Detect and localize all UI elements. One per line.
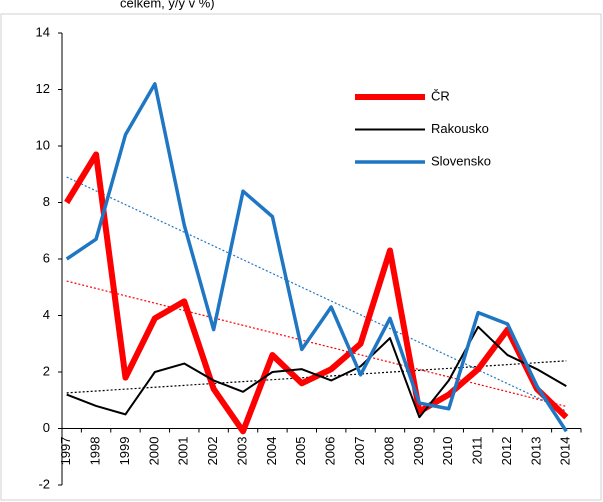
series-line	[65, 82, 568, 433]
series-line	[64, 151, 569, 435]
x-tick-label: 2006	[323, 437, 338, 466]
trendline	[66, 280, 567, 408]
x-tick-label: 2010	[440, 437, 455, 466]
y-tick-label: 0	[43, 420, 50, 435]
x-tick-label: 2009	[411, 437, 426, 466]
y-tick-label: 12	[36, 81, 50, 96]
y-tick-label: 2	[43, 363, 50, 378]
x-tick-label: 2008	[381, 437, 396, 466]
y-tick-label: 4	[43, 307, 50, 322]
legend-label: Slovensko	[431, 153, 491, 168]
x-tick-label: 1998	[88, 437, 103, 466]
x-tick-label: 2011	[470, 437, 485, 465]
legend-label: ČR	[431, 88, 450, 103]
x-tick-label: 2000	[146, 437, 161, 466]
x-tick-label: 2002	[205, 437, 220, 466]
chart-frame	[0, 13, 602, 501]
y-tick-label: 14	[36, 24, 50, 39]
y-tick-label: 10	[36, 137, 50, 152]
x-tick-label: 2014	[558, 437, 573, 466]
y-tick-label: -2	[38, 476, 50, 491]
x-tick-label: 2012	[499, 437, 514, 466]
y-tick-label: 8	[43, 194, 50, 209]
x-tick-label: 2007	[352, 437, 367, 466]
x-tick-label: 2003	[234, 437, 249, 466]
x-tick-label: 1997	[58, 437, 73, 466]
x-tick-label: 2001	[176, 437, 191, 466]
legend-label: Rakousko	[431, 121, 489, 136]
chart-title: celkem, y/y v %)	[120, 0, 215, 10]
x-tick-label: 2005	[293, 437, 308, 466]
y-tick-label: 6	[43, 250, 50, 265]
x-tick-label: 2013	[528, 437, 543, 466]
x-tick-label: 2004	[264, 437, 279, 466]
series-line	[66, 325, 567, 419]
x-tick-label: 1999	[117, 437, 132, 466]
